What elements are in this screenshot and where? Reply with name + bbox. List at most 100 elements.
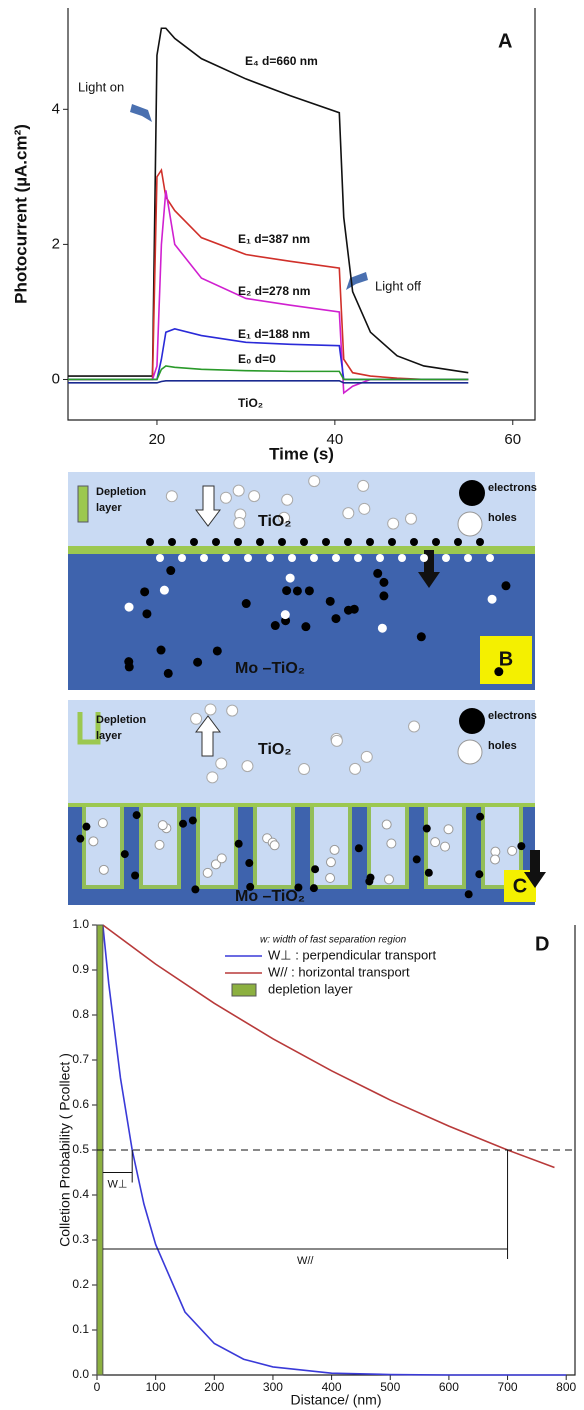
- electron: [326, 597, 335, 606]
- x-tick-label: 500: [380, 1380, 400, 1394]
- y-tick-label: 0.5: [72, 1142, 89, 1156]
- material-label: TiO₂: [258, 741, 291, 758]
- page: {"chart_data": [ {"type": "line", "panel…: [0, 0, 584, 1410]
- hole: [431, 838, 440, 847]
- hole: [205, 704, 216, 715]
- depletion-label: Depletion: [96, 486, 146, 498]
- hole: [244, 554, 252, 562]
- electron: [413, 855, 421, 863]
- electron: [350, 605, 359, 614]
- depletion-icon: [78, 486, 88, 522]
- legend-label: electrons: [488, 710, 537, 722]
- hole: [508, 846, 517, 855]
- hole: [387, 839, 396, 848]
- hole: [125, 603, 134, 612]
- hole: [299, 764, 310, 775]
- y-tick-label: 0.4: [72, 1187, 89, 1201]
- hole: [350, 763, 361, 774]
- width-label: W⊥: [108, 1178, 128, 1190]
- legend-label: W⊥ : perpendicular transport: [268, 947, 437, 962]
- electron: [168, 538, 176, 546]
- electron-key: [459, 708, 485, 734]
- electron: [379, 578, 388, 587]
- hole: [405, 513, 416, 524]
- hole: [242, 761, 253, 772]
- hole: [234, 518, 245, 529]
- electron: [164, 669, 173, 678]
- x-axis-label: Distance/ (nm): [290, 1392, 381, 1408]
- legend-label: holes: [488, 740, 517, 752]
- electron: [179, 820, 187, 828]
- hole: [89, 837, 98, 846]
- electron: [157, 646, 166, 655]
- series-label: E₁ d=188 nm: [238, 327, 310, 341]
- annotation: Light off: [375, 278, 421, 293]
- hole: [222, 554, 230, 562]
- electron: [355, 844, 363, 852]
- electron: [133, 811, 141, 819]
- hole: [288, 554, 296, 562]
- figure: 204060024Time (s)Photocurrent (µA.cm²)AE…: [0, 0, 584, 1410]
- electron: [278, 538, 286, 546]
- legend-label: W// : horizontal transport: [268, 964, 410, 979]
- y-tick-label: 0.1: [72, 1322, 89, 1336]
- electron: [293, 586, 302, 595]
- electron: [76, 835, 84, 843]
- electron: [131, 872, 139, 880]
- light-off-arrow: [346, 272, 368, 290]
- axis-frame: [68, 8, 535, 420]
- y-tick-label: 4: [52, 100, 60, 117]
- y-tick-label: 0.9: [72, 962, 89, 976]
- electron: [465, 890, 473, 898]
- electron: [125, 662, 134, 671]
- electron: [475, 870, 483, 878]
- electron: [82, 823, 90, 831]
- hole: [158, 821, 167, 830]
- hole: [382, 820, 391, 829]
- hole: [398, 554, 406, 562]
- electron: [501, 581, 510, 590]
- panel-label: B: [499, 648, 513, 670]
- x-tick-label: 60: [504, 431, 521, 448]
- depletion-label: layer: [96, 730, 122, 742]
- electron: [235, 840, 243, 848]
- series-label: E₀ d=0: [238, 352, 276, 366]
- electron: [373, 569, 382, 578]
- hole: [409, 721, 420, 732]
- electron: [121, 850, 129, 858]
- hole: [358, 480, 369, 491]
- hole: [442, 554, 450, 562]
- hole: [160, 586, 169, 595]
- y-tick-label: 0.7: [72, 1052, 89, 1066]
- electron: [331, 614, 340, 623]
- light-on-arrow: [130, 104, 152, 122]
- hole: [332, 554, 340, 562]
- y-tick-label: 1.0: [72, 917, 89, 931]
- electron: [367, 874, 375, 882]
- depletion-stripe: [68, 546, 535, 554]
- y-tick-label: 0.8: [72, 1007, 89, 1021]
- x-axis-label: Time (s): [269, 444, 334, 463]
- electron: [213, 646, 222, 655]
- hole: [326, 858, 335, 867]
- hole: [486, 554, 494, 562]
- legend-label: holes: [488, 512, 517, 524]
- hole: [207, 772, 218, 783]
- hole: [166, 491, 177, 502]
- electron: [242, 599, 251, 608]
- depletion-label: layer: [96, 502, 122, 514]
- electron: [425, 869, 433, 877]
- electron: [388, 538, 396, 546]
- series-line: [68, 381, 468, 383]
- electron: [256, 538, 264, 546]
- legend-title: w: width of fast separation region: [260, 935, 407, 946]
- legend-swatch: [232, 984, 256, 996]
- electron: [379, 591, 388, 600]
- hole: [220, 492, 231, 503]
- hole: [331, 735, 342, 746]
- hole: [376, 554, 384, 562]
- material-label: TiO₂: [258, 513, 291, 530]
- electron: [234, 538, 242, 546]
- x-tick-label: 200: [204, 1380, 224, 1394]
- hole: [378, 624, 387, 633]
